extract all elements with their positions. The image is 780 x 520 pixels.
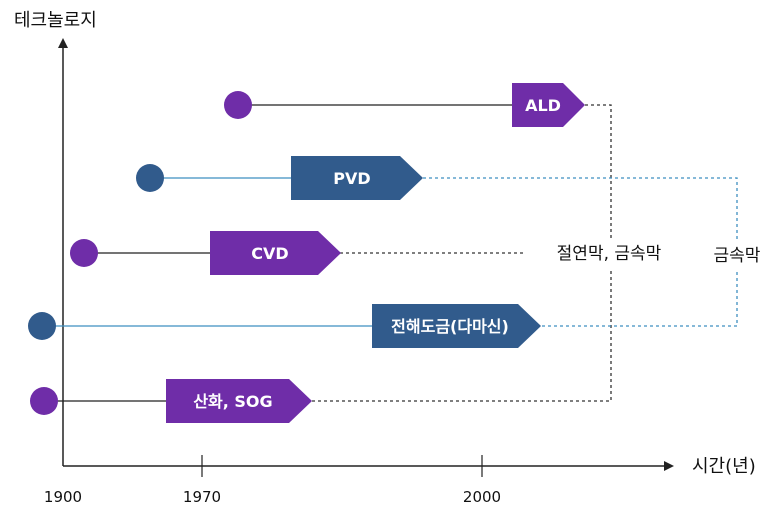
x-tick-label-1970: 1970 [183,488,221,506]
connector-line-pvd-damascene [423,177,738,327]
tag-label-ald: ALD [525,96,561,115]
track-dot-cvd [70,239,98,267]
tag-cvd [210,231,341,275]
x-tick-label-2000: 2000 [463,488,501,506]
track-dot-ald [224,91,252,119]
tag-ald [512,83,585,127]
tag-label-pvd: PVD [333,169,370,188]
tag-label-cvd: CVD [251,244,288,263]
track-dot-sog [30,387,58,415]
annotation-insulating-metal: 절연막, 금속막 [557,244,662,264]
x-axis-title: 시간(년) [692,456,756,477]
tag-sog [166,379,312,423]
y-axis-title: 테크놀로지 [14,10,97,31]
track-dot-pvd [136,164,164,192]
annotation-bg-insulating-metal [540,238,674,268]
x-tick-label-1900: 1900 [44,488,82,506]
tag-label-damascene: 전해도금(다마신) [391,317,509,336]
tag-label-sog: 산화, SOG [193,392,272,411]
annotation-metal: 금속막 [714,246,761,266]
tag-pvd [291,156,423,200]
tag-damascene [372,304,541,348]
annotation-bg-metal [704,240,770,270]
track-dot-damascene [28,312,56,340]
